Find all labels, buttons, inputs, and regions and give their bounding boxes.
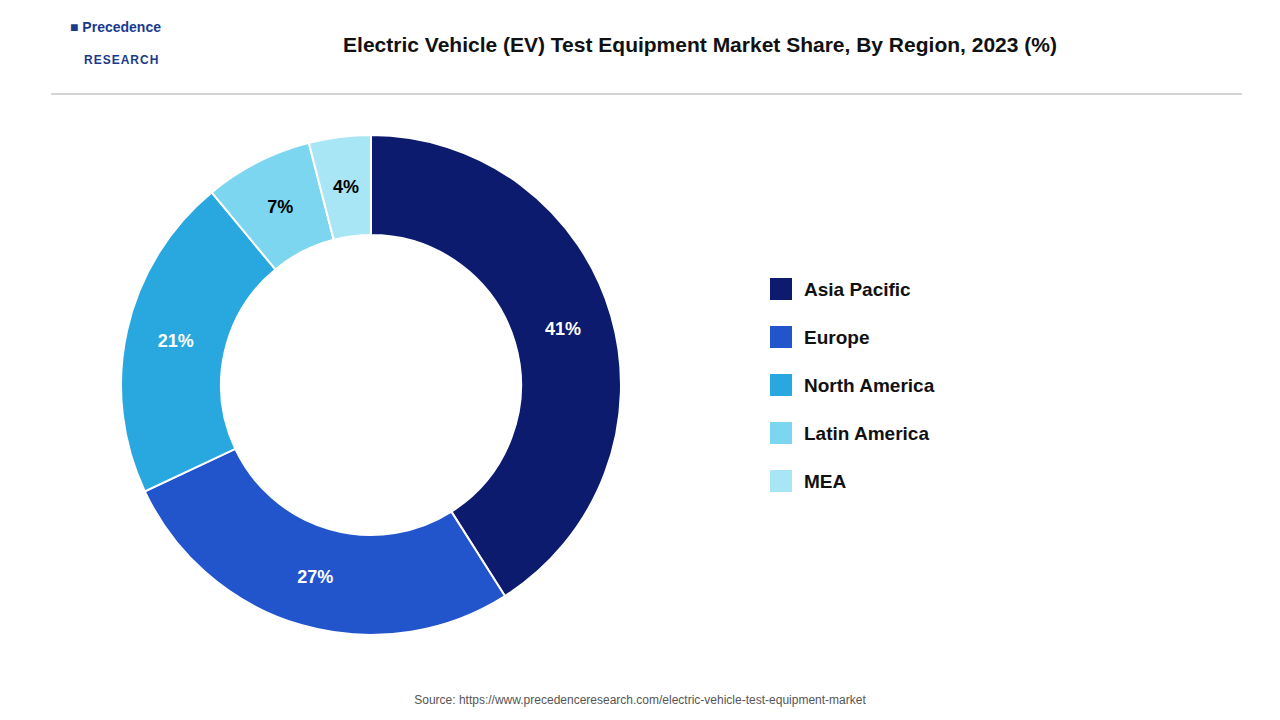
legend-swatch (770, 470, 792, 492)
data-label: 7% (267, 197, 293, 217)
legend-label: Europe (804, 327, 869, 348)
slice (145, 449, 505, 635)
slice (371, 135, 621, 596)
legend-label: North America (804, 375, 935, 396)
data-labels: 41% 27% 21% 7% 4% (158, 177, 581, 587)
slice (309, 135, 371, 240)
legend-label: MEA (804, 471, 847, 492)
legend-swatch (770, 422, 792, 444)
title: Electric Vehicle (EV) Test Equipment Mar… (343, 33, 1057, 56)
separator (51, 94, 1242, 95)
legend-swatch (770, 326, 792, 348)
logo: ■ Precedence (70, 19, 161, 35)
legend-label: Latin America (804, 423, 929, 444)
legend-label: Asia Pacific (804, 279, 911, 300)
data-label: 4% (333, 177, 359, 197)
data-label: 21% (158, 331, 194, 351)
legend-swatch (770, 278, 792, 300)
data-label: 41% (545, 319, 581, 339)
legend-swatch (770, 374, 792, 396)
background (0, 0, 1280, 720)
slices (121, 135, 621, 635)
logo-subtitle: RESEARCH (84, 53, 159, 67)
legend: Asia Pacific Europe North America Latin Ame… (770, 278, 935, 492)
source: Source: https://www.precedenceresearch.c… (414, 693, 866, 707)
chart: ■ Precedence RESEARCH Electric Vehicle (EV… (0, 0, 1280, 720)
data-label: 27% (297, 567, 333, 587)
